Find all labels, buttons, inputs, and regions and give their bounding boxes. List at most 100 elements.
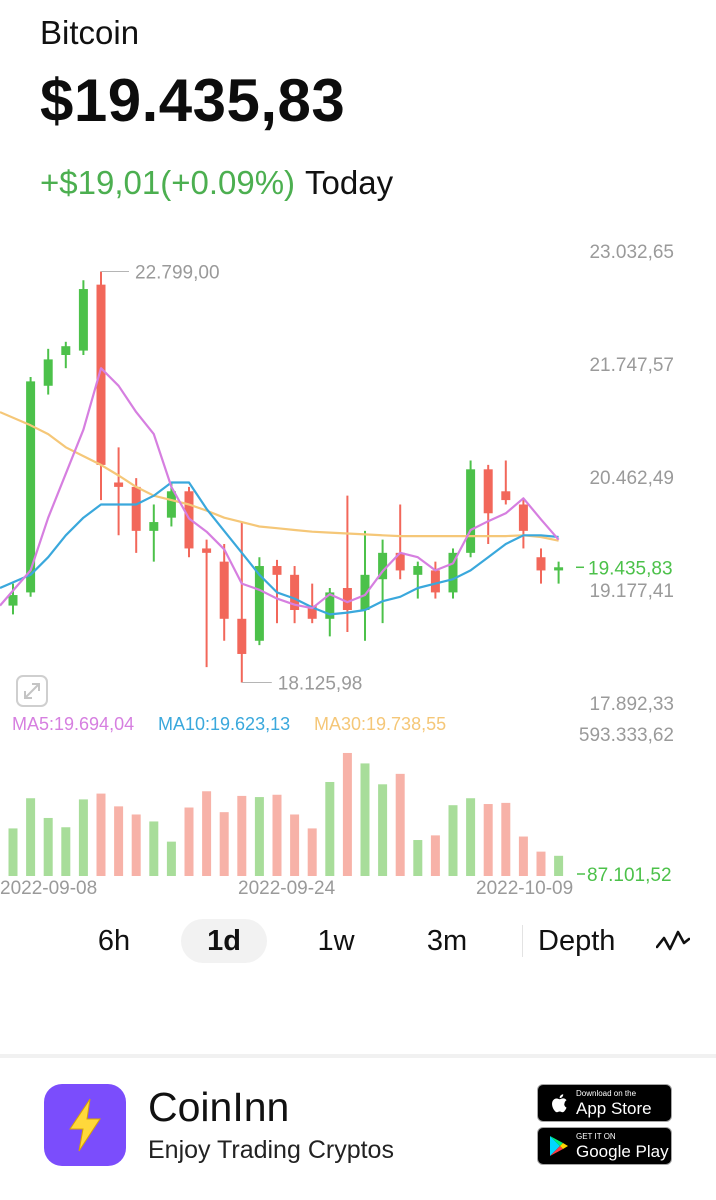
price-chart[interactable]: 23.032,65 21.747,57 20.462,49 19.177,41 17.8… [0, 230, 716, 900]
candle-body [114, 482, 124, 487]
date-axis-label: 2022-10-09 [476, 878, 573, 899]
current-price: $19.435,83 [40, 67, 346, 134]
tab-3m[interactable]: 3m [426, 925, 468, 957]
candle-body [536, 557, 546, 571]
candle-body [554, 567, 564, 571]
volume-bar [395, 773, 405, 876]
change-period: Today [305, 164, 394, 201]
price-axis-label: 20.462,49 [589, 468, 674, 489]
date-axis-label: 2022-09-24 [238, 878, 336, 899]
candle-body [360, 574, 370, 610]
volume-bar [483, 804, 493, 876]
volume-current-label: 87.101,52 [587, 865, 672, 886]
candle-body [290, 574, 300, 610]
candle-body [8, 595, 18, 606]
ma10-line [0, 481, 559, 616]
candle-body [61, 346, 71, 355]
app-name: CoinInn [148, 1084, 290, 1130]
candle-body [430, 570, 440, 593]
price-axis-label: 19.177,41 [589, 581, 674, 602]
ma-legend-ma5: MA5:19.694,04 [12, 714, 134, 734]
candle-body [254, 566, 264, 641]
candle-body [202, 548, 212, 553]
candle-body [378, 552, 388, 580]
volume-bar [219, 812, 229, 876]
volume-bar [131, 814, 141, 876]
candle-body [448, 552, 458, 593]
coin-name: Bitcoin [40, 14, 140, 51]
volume-bar [166, 841, 176, 876]
price-change-row: +$19,01(+0.09%) Today [40, 164, 393, 202]
volume-bar [448, 805, 458, 876]
candle-body [43, 359, 53, 386]
expand-icon [24, 683, 40, 699]
volume-bar [378, 784, 388, 876]
candle-body [483, 469, 493, 514]
current-price-label: 19.435,83 [588, 558, 673, 579]
volume-bar [96, 793, 106, 876]
app-icon[interactable] [44, 1084, 126, 1166]
volume-bar [254, 797, 264, 876]
date-axis-label: 2022-09-08 [0, 878, 97, 899]
volume-bar [413, 840, 423, 876]
candle-body [501, 491, 511, 501]
candle-body [395, 552, 405, 571]
high-price-label: 22.799,00 [135, 263, 220, 284]
price-axis-label: 21.747,57 [589, 355, 674, 376]
candle-body [466, 469, 476, 553]
volume-bar [149, 821, 159, 876]
candle-body [237, 618, 247, 654]
volume-bar [518, 836, 528, 876]
candle-body [166, 491, 176, 518]
volume-bar [536, 851, 546, 876]
candle-body [272, 566, 282, 575]
candle-body [78, 289, 88, 351]
volume-bar [430, 835, 440, 876]
candle-body [219, 561, 229, 619]
volume-bar [8, 828, 18, 876]
app-store-big-text: App Store [576, 1098, 652, 1118]
volume-bar [272, 794, 282, 876]
volume-bar [237, 795, 247, 876]
volume-bar [290, 814, 300, 876]
volume-bar [184, 807, 194, 876]
volume-bar [360, 763, 370, 876]
volume-bar [554, 855, 564, 876]
tab-6h[interactable]: 6h [97, 925, 131, 957]
volume-bar [61, 827, 71, 876]
ma5-line [0, 367, 560, 610]
lightning-bolt-icon [69, 1098, 101, 1152]
tab-depth[interactable]: Depth [538, 925, 616, 957]
tab-separator [522, 925, 523, 957]
tab-1d[interactable]: 1d [181, 919, 267, 963]
app-store-badge[interactable]: Download on the App Store [537, 1084, 672, 1122]
volume-bar [342, 752, 352, 876]
volume-bar [114, 806, 124, 876]
volume-bar [307, 828, 317, 876]
google-play-big-text: Google Play [576, 1141, 669, 1161]
candle-body [131, 486, 141, 531]
app-store-small-text: Download on the [576, 1088, 637, 1098]
price-axis-label: 23.032,65 [589, 242, 674, 263]
ma-legend-ma30: MA30:19.738,55 [314, 714, 446, 734]
tab-1w[interactable]: 1w [317, 925, 355, 957]
volume-bar [202, 791, 212, 876]
google-play-badge[interactable]: GET IT ON Google Play [537, 1127, 672, 1165]
price-axis-label: 17.892,33 [589, 694, 674, 715]
price-change: +$19,01(+0.09%) [40, 164, 296, 201]
apple-icon [552, 1094, 567, 1113]
candle-body [26, 381, 36, 593]
google-play-icon [550, 1136, 568, 1156]
volume-bar [26, 798, 36, 876]
google-play-small-text: GET IT ON [576, 1131, 616, 1141]
volume-bar [325, 781, 335, 876]
low-price-label: 18.125,98 [278, 673, 363, 694]
candle-body [413, 566, 423, 575]
line-chart-icon[interactable] [656, 927, 690, 955]
ma-legend-ma10: MA10:19.623,13 [158, 714, 290, 734]
candle-body [325, 592, 335, 619]
candle-body [307, 605, 317, 619]
expand-chart-button[interactable] [16, 675, 48, 707]
app-tagline: Enjoy Trading Cryptos [148, 1136, 394, 1164]
time-range-bar: 6h 1d 1w 3m Depth [0, 915, 716, 967]
